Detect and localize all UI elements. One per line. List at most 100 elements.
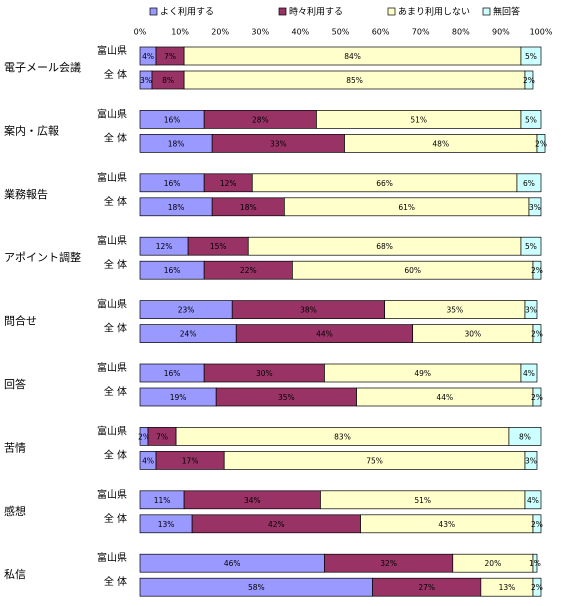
value-label: 7%: [164, 52, 176, 61]
value-label: 30%: [256, 369, 273, 378]
value-label: 16%: [164, 369, 181, 378]
row-label: 全 体: [104, 322, 127, 335]
bar-segment: [528, 197, 542, 217]
x-tick-label: 50%: [332, 28, 350, 37]
bar-segment: [532, 553, 538, 573]
value-label: 18%: [168, 203, 185, 212]
value-label: 30%: [464, 330, 481, 339]
value-label: 18%: [168, 139, 185, 148]
bar-segment: [532, 324, 542, 343]
value-label: 44%: [316, 330, 333, 339]
bar-segment: [524, 300, 538, 319]
value-label: 16%: [164, 115, 181, 124]
value-label: 5%: [525, 115, 537, 124]
row-label: 富山県: [97, 107, 127, 120]
group-label: 電子メール会議: [4, 60, 81, 74]
group-label: 回答: [4, 377, 26, 391]
value-label: 4%: [142, 52, 154, 61]
value-label: 51%: [414, 496, 431, 505]
value-label: 11%: [154, 496, 171, 505]
x-tick-label: 80%: [452, 28, 470, 37]
value-label: 3%: [525, 456, 537, 465]
legend-label: 時々利用する: [289, 6, 343, 18]
value-label: 2%: [531, 330, 543, 339]
value-label: 19%: [170, 393, 187, 402]
value-label: 48%: [432, 139, 449, 148]
row-label: 富山県: [97, 488, 127, 501]
row-label: 全 体: [104, 512, 127, 525]
legend-label: 無回答: [493, 6, 520, 18]
row-label: 富山県: [97, 171, 127, 184]
value-label: 42%: [268, 520, 285, 529]
value-label: 18%: [240, 203, 257, 212]
value-label: 12%: [156, 242, 173, 251]
value-label: 3%: [140, 76, 152, 85]
group-label: 案内・広報: [4, 123, 59, 137]
row-label: 富山県: [97, 44, 127, 57]
value-label: 60%: [404, 266, 421, 275]
value-label: 38%: [300, 306, 317, 315]
value-label: 68%: [376, 242, 393, 251]
bar-segment: [524, 70, 534, 90]
value-label: 23%: [178, 306, 195, 315]
value-label: 3%: [525, 306, 537, 315]
legend-label: よく利用する: [160, 6, 214, 18]
value-label: 16%: [164, 266, 181, 275]
x-tick-label: 20%: [211, 28, 229, 37]
value-label: 7%: [156, 432, 168, 441]
value-label: 5%: [525, 52, 537, 61]
bar-segment: [520, 46, 542, 66]
row-label: 富山県: [97, 551, 127, 564]
bar-segment: [532, 260, 542, 280]
bar-segment: [532, 577, 542, 597]
value-label: 49%: [414, 369, 431, 378]
value-label: 2%: [531, 520, 543, 529]
row-label: 全 体: [104, 131, 127, 144]
value-label: 32%: [380, 559, 397, 568]
x-tick-label: 70%: [412, 28, 430, 37]
value-label: 2%: [531, 266, 543, 275]
bar-segment: [536, 134, 546, 153]
value-label: 2%: [138, 432, 150, 441]
row-label: 全 体: [104, 385, 127, 398]
bar-segment: [516, 173, 542, 193]
value-label: 58%: [248, 583, 265, 592]
value-label: 75%: [366, 456, 383, 465]
value-label: 16%: [164, 179, 181, 188]
value-label: 4%: [527, 496, 539, 505]
value-label: 8%: [162, 76, 174, 85]
value-label: 8%: [519, 432, 531, 441]
value-label: 6%: [523, 179, 535, 188]
bar-segment: [520, 110, 542, 129]
x-tick-label: 0%: [134, 28, 147, 37]
value-label: 3%: [529, 203, 541, 212]
value-label: 83%: [334, 432, 351, 441]
legend-swatch: [149, 7, 158, 16]
bar-segment: [508, 427, 542, 446]
value-label: 44%: [436, 393, 453, 402]
value-label: 2%: [535, 139, 547, 148]
value-label: 35%: [446, 306, 463, 315]
value-label: 33%: [270, 139, 287, 148]
value-label: 35%: [278, 393, 295, 402]
x-tick-label: 90%: [492, 28, 510, 37]
row-label: 富山県: [97, 298, 127, 311]
value-label: 13%: [499, 583, 516, 592]
value-label: 4%: [142, 456, 154, 465]
value-label: 34%: [244, 496, 261, 505]
value-label: 13%: [158, 520, 175, 529]
value-label: 2%: [531, 393, 543, 402]
value-label: 2%: [523, 76, 535, 85]
legend-label: あまり利用しない: [398, 6, 470, 18]
value-label: 15%: [210, 242, 227, 251]
value-label: 51%: [410, 115, 427, 124]
value-label: 17%: [182, 456, 199, 465]
value-label: 24%: [180, 330, 197, 339]
bar-segment: [520, 236, 542, 256]
value-label: 46%: [224, 559, 241, 568]
x-tick-label: 100%: [530, 28, 553, 37]
x-tick-label: 30%: [251, 28, 269, 37]
group-label: 業務報告: [4, 187, 48, 201]
row-label: 富山県: [97, 361, 127, 374]
value-label: 12%: [220, 179, 237, 188]
